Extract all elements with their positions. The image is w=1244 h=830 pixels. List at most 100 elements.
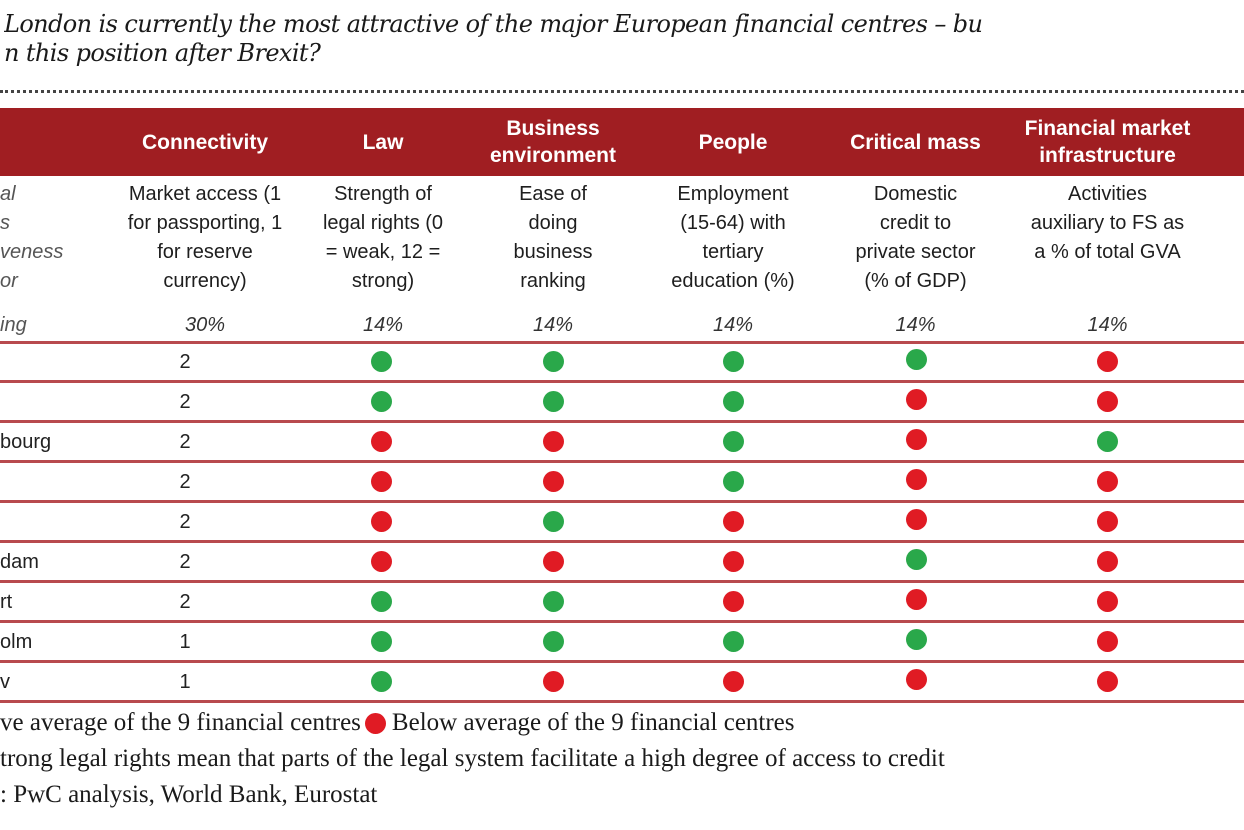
- metric-description-label: al s veness or: [0, 183, 64, 292]
- row-divider: [0, 620, 1244, 623]
- column-header-business: Business environment: [489, 117, 617, 167]
- market-access-value: 2: [179, 390, 191, 413]
- status-dot-law-above: [371, 391, 392, 412]
- status-dot-critical-below: [906, 389, 927, 410]
- legend-below-label: Below average of the 9 financial centres: [391, 709, 795, 736]
- status-dot-people-above: [723, 471, 744, 492]
- row-label: olm: [0, 630, 33, 653]
- chart-title: London is currently the most attractive …: [4, 10, 1244, 68]
- status-dot-critical-above: [906, 629, 927, 650]
- market-access-value: 2: [179, 590, 191, 613]
- weighting-people: 14%: [712, 313, 754, 336]
- status-dot-fmi-below: [1097, 471, 1118, 492]
- row-divider: [0, 380, 1244, 383]
- weighting-business: 14%: [532, 313, 574, 336]
- status-dot-fmi-below: [1097, 351, 1118, 372]
- status-dot-business-below: [543, 551, 564, 572]
- weighting-fmi: 14%: [1087, 313, 1128, 336]
- column-header-critical: Critical mass: [850, 130, 981, 154]
- row-divider: [0, 341, 1244, 344]
- row-divider: [0, 700, 1244, 703]
- row-label: v: [0, 670, 10, 693]
- column-header-law: Law: [362, 130, 404, 154]
- footnote: trong legal rights mean that parts of th…: [0, 745, 945, 772]
- status-dot-people-above: [723, 431, 744, 452]
- status-dot-law-below: [371, 431, 392, 452]
- status-dot-fmi-below: [1097, 671, 1118, 692]
- column-header-people: People: [698, 130, 768, 154]
- row-divider: [0, 580, 1244, 583]
- column-header-fmi: Financial market infrastructure: [1024, 117, 1191, 167]
- status-dot-fmi-below: [1097, 591, 1118, 612]
- status-dot-critical-above: [906, 349, 927, 370]
- status-dot-law-above: [371, 631, 392, 652]
- status-dot-business-above: [543, 631, 564, 652]
- row-divider: [0, 420, 1244, 423]
- legend-above-label: ve average of the 9 financial centres: [0, 709, 361, 736]
- row-label: rt: [0, 590, 13, 613]
- metric-description-business: Ease of doing business ranking: [513, 183, 593, 292]
- status-dot-critical-below: [906, 429, 927, 450]
- status-dot-business-below: [543, 431, 564, 452]
- title-line-1: London is currently the most attractive …: [4, 10, 983, 38]
- status-dot-critical-below: [906, 669, 927, 690]
- status-dot-critical-below: [906, 469, 927, 490]
- status-dot-critical-above: [906, 549, 927, 570]
- row-divider: [0, 500, 1244, 503]
- column-header-connectivity: Connectivity: [141, 130, 269, 154]
- row-divider: [0, 540, 1244, 543]
- status-dot-business-below: [543, 471, 564, 492]
- status-dot-business-above: [543, 351, 564, 372]
- market-access-value: 2: [179, 470, 191, 493]
- status-dot-people-below: [723, 591, 744, 612]
- status-dot-people-above: [723, 351, 744, 372]
- status-dot-business-below: [543, 671, 564, 692]
- weighting-connectivity: 30%: [184, 313, 226, 336]
- metric-description-people: Employment (15-64) with tertiary education …: [671, 183, 795, 292]
- title-divider: [0, 90, 1244, 93]
- market-access-value: 2: [179, 350, 191, 373]
- status-dot-law-below: [371, 471, 392, 492]
- status-dot-people-above: [723, 631, 744, 652]
- status-dot-fmi-below: [1097, 631, 1118, 652]
- metric-description-law: Strength of legal rights (0 = weak, 12 = st…: [322, 183, 444, 292]
- status-dot-people-above: [723, 391, 744, 412]
- row-divider: [0, 660, 1244, 663]
- metric-description-critical: Domestic credit to private sector (% of GDP…: [855, 183, 976, 292]
- market-access-value: 2: [179, 430, 191, 453]
- source-note: : PwC analysis, World Bank, Eurostat: [0, 781, 378, 808]
- status-dot-fmi-below: [1097, 511, 1118, 532]
- row-label: dam: [0, 550, 39, 573]
- market-access-value: 2: [179, 510, 191, 533]
- metric-description-fmi: Activities auxiliary to FS as a % of total…: [1030, 183, 1185, 263]
- status-dot-fmi-below: [1097, 391, 1118, 412]
- status-dot-fmi-below: [1097, 551, 1118, 572]
- status-dot-law-above: [371, 351, 392, 372]
- status-dot-critical-below: [906, 509, 927, 530]
- weighting-label: ing: [0, 313, 27, 336]
- row-label: bourg: [0, 430, 52, 453]
- legend-below-dot: [364, 712, 386, 734]
- status-dot-business-above: [543, 391, 564, 412]
- legend: ve average of the 9 financial centres Be…: [0, 707, 795, 739]
- market-access-value: 1: [179, 630, 191, 653]
- status-dot-critical-below: [906, 589, 927, 610]
- metric-description-connectivity: Market access (1 for passporting, 1 for re…: [127, 183, 283, 292]
- status-dot-law-below: [371, 551, 392, 572]
- status-dot-law-above: [371, 671, 392, 692]
- status-dot-business-above: [543, 591, 564, 612]
- header-band: [0, 108, 1244, 176]
- status-dot-fmi-above: [1097, 431, 1118, 452]
- status-dot-people-below: [723, 511, 744, 532]
- status-dot-law-below: [371, 511, 392, 532]
- market-access-value: 2: [179, 550, 191, 573]
- market-access-value: 1: [179, 670, 191, 693]
- status-dot-people-below: [723, 671, 744, 692]
- weighting-critical: 14%: [895, 313, 936, 336]
- weighting-law: 14%: [362, 313, 404, 336]
- status-dot-business-above: [543, 511, 564, 532]
- title-line-2: n this position after Brexit?: [4, 39, 321, 67]
- status-dot-law-above: [371, 591, 392, 612]
- row-divider: [0, 460, 1244, 463]
- status-dot-people-below: [723, 551, 744, 572]
